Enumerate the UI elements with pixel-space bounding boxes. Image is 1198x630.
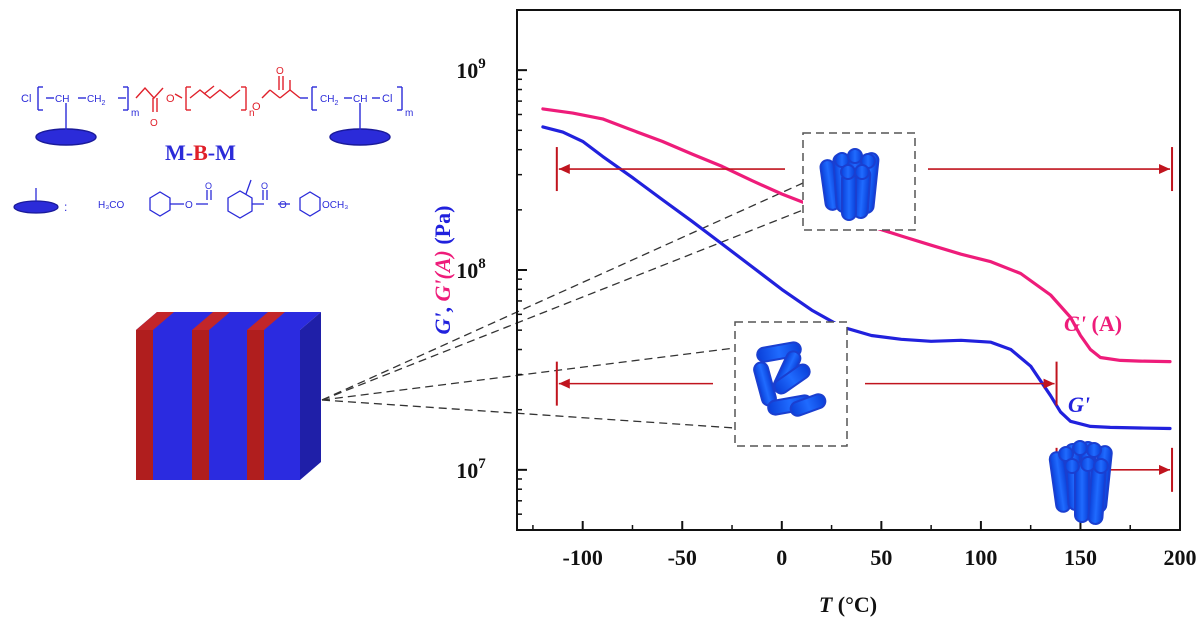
- ester-o-left: O: [166, 93, 175, 105]
- subscript-n: n: [249, 108, 255, 119]
- chemical-structure: Cl CH CH2 m O O n O O: [13, 66, 413, 219]
- carbonyl-o-right: O: [276, 66, 284, 77]
- arrow-head: [558, 378, 570, 389]
- y-tick-label: 109: [456, 56, 486, 83]
- ch2-label-left: CH2: [87, 94, 105, 107]
- ch2-label-right: CH2: [320, 94, 338, 107]
- mesogen-o3: O: [261, 181, 268, 191]
- series-label-g: G': [1068, 392, 1090, 417]
- end-group-right: Cl: [382, 93, 392, 105]
- series-label-gA: G' (A): [1064, 311, 1122, 336]
- y-tick-label: 108: [456, 256, 486, 283]
- arrow-head: [1043, 378, 1055, 389]
- series-line-0: [541, 107, 1172, 364]
- y-tick-label: 107: [456, 456, 486, 483]
- x-axis-title: T (°C): [819, 592, 877, 617]
- rod-disordered-icon: [753, 341, 827, 417]
- right-block-structure: [300, 86, 403, 146]
- x-tick-label: 50: [870, 545, 892, 570]
- x-tick-label: 0: [776, 545, 787, 570]
- x-tick-label: -100: [563, 545, 603, 570]
- carbonyl-o-left: O: [150, 118, 158, 129]
- mesogen-colon: :: [64, 200, 67, 214]
- lamellar-block: [136, 312, 321, 480]
- x-tick-label: 200: [1164, 545, 1197, 570]
- arrow-head: [1159, 164, 1171, 175]
- mesogen-o1: O: [185, 200, 193, 211]
- end-group-left: Cl: [21, 93, 31, 105]
- methoxy-left: H₃CO: [98, 200, 125, 211]
- subscript-m-left: m: [131, 108, 139, 119]
- center-block-structure: [135, 76, 301, 112]
- range-arrow-nematic: [555, 361, 1058, 406]
- methoxy-right: OCH₃: [322, 200, 348, 211]
- zoom-lines: [321, 182, 804, 429]
- y-axis-title: G', G'(A) (Pa): [430, 206, 455, 335]
- arrow-head: [1159, 464, 1171, 475]
- axis-ticks: [517, 9, 1181, 531]
- x-tick-label: -50: [668, 545, 697, 570]
- ch-label-right: CH: [353, 94, 367, 105]
- x-tick-labels: -100 -50 0 50 100 150 200: [563, 545, 1197, 570]
- mesogen-o4: O: [279, 200, 287, 211]
- mbm-label: M-B-M: [165, 140, 236, 165]
- x-tick-label: 100: [964, 545, 997, 570]
- rod-bundle-bottom-icon: [1048, 440, 1113, 525]
- subscript-m-right: m: [405, 108, 413, 119]
- ester-o-right: O: [252, 101, 261, 113]
- y-tick-labels: 109 108 107: [456, 56, 486, 483]
- left-block-structure: [35, 86, 129, 146]
- arrow-head: [558, 164, 570, 175]
- series-line-1: [541, 125, 1172, 431]
- mesogen-o2: O: [205, 181, 212, 191]
- range-arrow-smectic: [555, 147, 1174, 192]
- rod-bundle-top-icon: [819, 148, 880, 221]
- mesogen-structure: [13, 179, 321, 219]
- series-layer: [541, 107, 1172, 431]
- ch-label-left: CH: [55, 94, 69, 105]
- x-tick-label: 150: [1064, 545, 1097, 570]
